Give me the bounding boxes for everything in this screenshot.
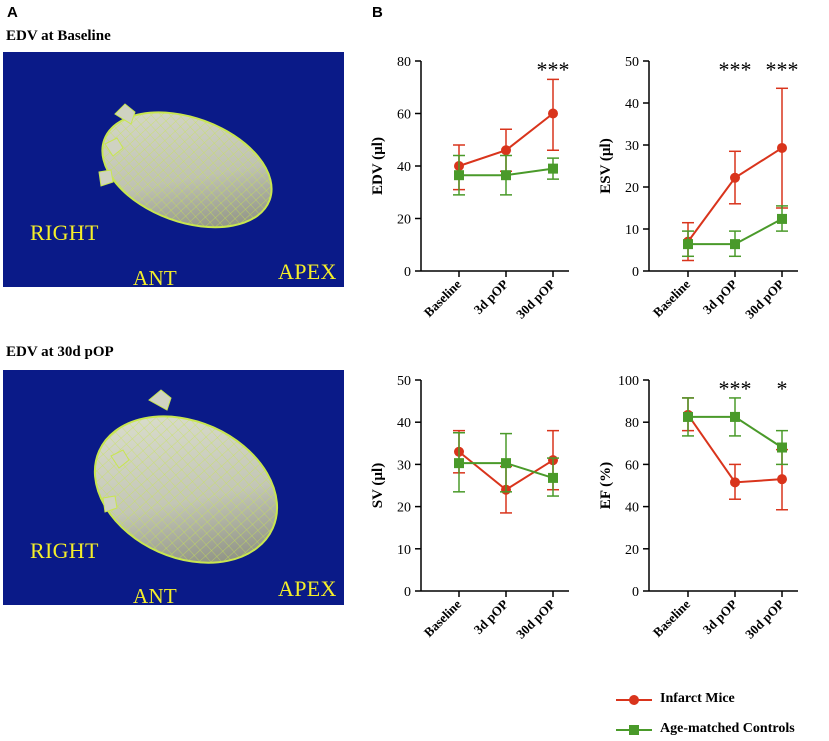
edv-x-tick-label: 30d pOP: [513, 276, 558, 321]
heart-30d-mesh: [93, 389, 279, 564]
panel-a-label: A: [7, 4, 18, 21]
edv-infarct-point: [548, 108, 558, 119]
sv-control-point: [501, 458, 511, 469]
sv-control-point: [454, 458, 464, 469]
edv-x-tick-label: Baseline: [421, 276, 464, 319]
esv-control-point: [777, 213, 787, 224]
ef-control-point: [683, 411, 693, 422]
heart-baseline-image: RIGHT ANT APEX: [3, 52, 344, 287]
panel-b-label: B: [372, 4, 383, 21]
edv-y-tick-label: 0: [404, 265, 411, 280]
ef-y-tick-label: 0: [632, 585, 639, 600]
ef-y-tick-label: 100: [618, 374, 639, 389]
sv-y-tick-label: 10: [397, 543, 411, 558]
esv-x-tick-label: Baseline: [650, 276, 693, 319]
ef-y-tick-label: 60: [625, 458, 639, 473]
esv-y-tick-label: 0: [632, 265, 639, 280]
edv-control-line: [459, 167, 554, 177]
heart-30d-label-ant: ANT: [133, 584, 178, 606]
esv-x-tick-label: 3d pOP: [700, 276, 741, 317]
sv-x-tick-label: Baseline: [421, 596, 464, 639]
esv-significance-label: ***: [719, 57, 752, 82]
esv-y-tick-label: 40: [625, 97, 639, 112]
edv-infarct-point: [501, 145, 511, 156]
esv-significance-label: ***: [766, 57, 799, 82]
sv-infarct-point: [548, 455, 558, 466]
legend-marker-infarct: [616, 695, 652, 705]
ef-x-tick-label: 30d pOP: [742, 596, 787, 641]
edv-infarct-point: [454, 161, 464, 171]
esv-control-point: [730, 239, 740, 250]
ef-x-tick-label: 3d pOP: [700, 596, 741, 637]
esv-infarct-point: [730, 172, 740, 183]
heart-baseline-label-apex: APEX: [278, 259, 337, 284]
edv-significance-label: ***: [537, 57, 570, 82]
legend-label-infarct: Infarct Mice: [660, 691, 735, 706]
ef-control-point: [777, 442, 787, 453]
edv-y-tick-label: 20: [397, 213, 411, 228]
edv-x-tick-label: 3d pOP: [471, 276, 512, 317]
edv-control-point: [548, 163, 558, 174]
legend-label-control: Age-matched Controls: [660, 721, 795, 736]
edv-y-tick-label: 60: [397, 108, 411, 123]
ef-control-point: [730, 411, 740, 422]
edv-y-axis-label: EDV (µl): [370, 137, 386, 195]
heart-baseline-title: EDV at Baseline: [6, 28, 111, 44]
sv-y-tick-label: 40: [397, 416, 411, 431]
ef-infarct-point: [777, 474, 787, 485]
esv-infarct-line: [687, 147, 783, 243]
legend-marker-control: [616, 725, 652, 735]
esv-infarct-point: [683, 236, 693, 247]
esv-y-tick-label: 10: [625, 223, 639, 238]
ef-significance-label: *: [777, 376, 788, 401]
heart-baseline-label-right: RIGHT: [30, 220, 99, 245]
sv-control-line: [459, 462, 554, 479]
heart-30d-label-apex: APEX: [278, 576, 337, 601]
edv-control-point: [454, 170, 464, 181]
ef-y-tick-label: 40: [625, 501, 639, 516]
ef-infarct-point: [683, 409, 693, 420]
heart-30d-title: EDV at 30d pOP: [6, 344, 114, 360]
edv-control-point: [501, 170, 511, 181]
esv-control-point: [683, 239, 693, 250]
ef-y-tick-label: 80: [625, 416, 639, 431]
ef-infarct-line: [687, 414, 783, 484]
esv-y-tick-label: 30: [625, 139, 639, 154]
esv-y-axis-label: ESV (µl): [598, 138, 614, 193]
ef-significance-label: ***: [719, 376, 752, 401]
esv-y-tick-label: 20: [625, 181, 639, 196]
sv-y-axis-label: SV (µl): [370, 463, 386, 508]
sv-infarct-point: [454, 446, 464, 457]
ef-infarct-point: [730, 477, 740, 488]
edv-infarct-line: [458, 112, 554, 167]
ef-control-line: [688, 415, 783, 449]
ef-x-tick-label: Baseline: [650, 596, 693, 639]
sv-control-point: [548, 472, 558, 483]
esv-x-tick-label: 30d pOP: [742, 276, 787, 321]
edv-y-tick-label: 40: [397, 160, 411, 175]
sv-infarct-line: [458, 450, 554, 491]
heart-30d-image: RIGHT ANT APEX: [3, 370, 344, 605]
sv-x-tick-label: 30d pOP: [513, 596, 558, 641]
heart-30d-label-right: RIGHT: [30, 538, 99, 563]
heart-baseline-label-ant: ANT: [133, 266, 178, 288]
sv-y-tick-label: 0: [404, 585, 411, 600]
heart-baseline-mesh: [98, 103, 273, 229]
sv-y-tick-label: 50: [397, 374, 411, 389]
esv-y-tick-label: 50: [625, 55, 639, 70]
sv-x-tick-label: 3d pOP: [471, 596, 512, 637]
ef-y-tick-label: 20: [625, 543, 639, 558]
edv-y-tick-label: 80: [397, 55, 411, 70]
esv-control-line: [688, 218, 783, 246]
sv-infarct-point: [501, 484, 511, 495]
esv-infarct-point: [777, 142, 787, 153]
sv-y-tick-label: 30: [397, 458, 411, 473]
sv-y-tick-label: 20: [397, 501, 411, 516]
ef-y-axis-label: EF (%): [598, 462, 614, 509]
